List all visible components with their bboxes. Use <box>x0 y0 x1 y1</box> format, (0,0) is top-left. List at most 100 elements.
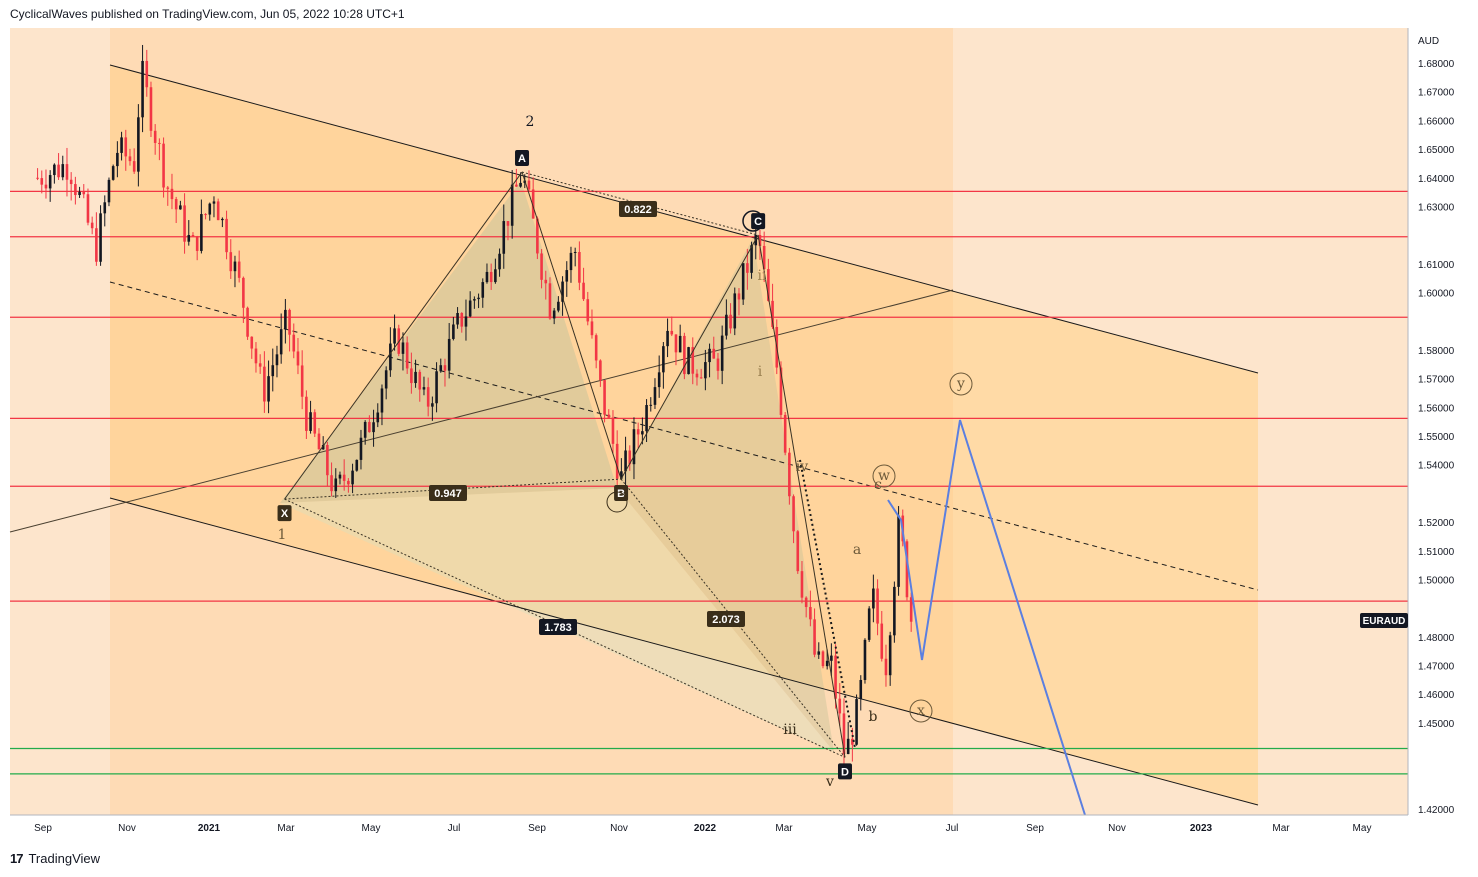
publication-header: CyclicalWaves published on TradingView.c… <box>10 7 405 21</box>
y-tick-label: 1.46000 <box>1418 690 1455 701</box>
candle-body <box>712 348 716 359</box>
candle-body <box>271 365 275 377</box>
candle-body <box>380 388 384 413</box>
candle-body <box>305 396 308 431</box>
pattern-bc-line <box>620 234 759 480</box>
candle-body <box>485 271 489 283</box>
price-axis-bg <box>1408 28 1478 825</box>
candle-body <box>783 414 787 453</box>
wave-label-w: w <box>878 468 890 484</box>
candle-body <box>456 313 459 325</box>
y-tick-label: 1.64000 <box>1418 174 1455 185</box>
candle-body <box>909 597 913 622</box>
x-tick-label: Mar <box>277 823 295 834</box>
currency-label: AUD <box>1418 36 1439 47</box>
candle-body <box>460 313 464 327</box>
x-tick-label: Sep <box>528 823 546 834</box>
candle-body <box>809 607 812 620</box>
y-tick-label: 1.51000 <box>1418 547 1455 558</box>
candle-body <box>615 443 619 479</box>
candle-body <box>859 679 863 700</box>
candle-body <box>590 321 594 336</box>
candle-body <box>338 474 342 479</box>
candle-body <box>204 214 207 216</box>
tradingview-footer[interactable]: 17 TradingView <box>10 851 100 866</box>
wave-label-y: y <box>956 376 965 392</box>
candle-body <box>200 214 203 251</box>
x-tick-label: Sep <box>1026 823 1044 834</box>
candle-body <box>494 269 497 283</box>
candle-body <box>729 314 732 329</box>
candle-body <box>540 253 543 280</box>
candle-body <box>36 177 39 179</box>
x-tick-label: Nov <box>1108 823 1126 834</box>
y-tick-label: 1.54000 <box>1418 461 1455 472</box>
candle-body <box>578 251 581 283</box>
candle-body <box>65 164 69 180</box>
candle-body <box>481 282 485 298</box>
pattern-xa-line <box>284 171 523 500</box>
candle-body <box>683 335 686 375</box>
wave-c-circle <box>742 210 764 232</box>
candle-body <box>296 351 300 366</box>
chart-background <box>10 28 1408 815</box>
candle-body <box>468 300 472 317</box>
y-tick-label: 1.61000 <box>1418 260 1455 271</box>
candle-body <box>594 335 598 361</box>
candle-body <box>174 199 178 210</box>
candle-body <box>246 307 249 337</box>
candle-body <box>825 660 829 667</box>
candle-body <box>573 251 577 253</box>
candle-body <box>842 713 846 755</box>
candle-body <box>750 245 753 273</box>
candle-body <box>288 309 291 335</box>
candle-body <box>821 651 825 667</box>
pattern-point-marker <box>277 505 292 522</box>
symbol-tag-label: EURAUD <box>1363 616 1406 627</box>
candle-body <box>284 309 287 330</box>
candle-body <box>221 218 224 221</box>
candle-body <box>489 271 493 283</box>
tradingview-logo-icon: 17 <box>10 851 24 866</box>
candle-body <box>326 444 329 476</box>
wave-circle-x <box>909 699 933 723</box>
axes: AUD 1.68000 1.67000 1.66000 1.65000 1.64000 1.… <box>10 28 1478 834</box>
candle-body <box>212 201 216 204</box>
candle-body <box>166 187 170 189</box>
candle-body <box>410 368 413 384</box>
candle-body <box>817 651 821 655</box>
wave-label-v: v <box>825 774 834 790</box>
candle-body <box>254 348 258 364</box>
candle-body <box>477 297 480 300</box>
pattern-point-marker <box>515 150 530 167</box>
candle-body <box>422 387 426 390</box>
candle-body <box>552 310 556 319</box>
candle-body <box>368 421 371 433</box>
candle-body <box>95 228 98 262</box>
candle-body <box>548 283 552 319</box>
candle-body <box>678 335 682 353</box>
candle-body <box>905 541 909 598</box>
candle-body <box>846 738 850 755</box>
wave-label-a: a <box>853 542 861 558</box>
candle-body <box>111 166 115 180</box>
candle-body <box>74 184 77 196</box>
pattern-bd-line <box>620 478 846 758</box>
wave-label-2: 2 <box>526 114 535 130</box>
candle-body <box>242 277 245 308</box>
candle-body <box>53 164 56 176</box>
candle-body <box>275 354 279 366</box>
candle-body <box>498 253 501 270</box>
candle-body <box>599 360 602 381</box>
x-tick-label: Sep <box>34 823 52 834</box>
candle-body <box>435 371 438 404</box>
x-tick-label: Nov <box>118 823 136 834</box>
candle-body <box>229 252 233 272</box>
candle-body <box>355 459 359 471</box>
candle-body <box>876 588 879 624</box>
candle-body <box>788 452 791 497</box>
candle-body <box>506 221 510 226</box>
candle-body <box>796 531 800 572</box>
ratio-box <box>619 201 657 217</box>
